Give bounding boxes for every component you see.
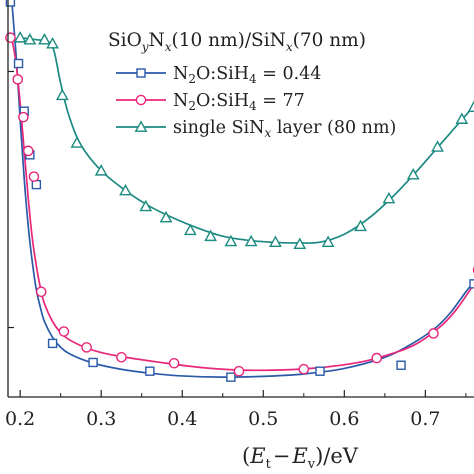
series-3-point-6 (70, 136, 84, 148)
series-1-point-1 (5, 0, 16, 7)
series-3-point-14 (244, 234, 258, 247)
series-2-point-11 (233, 365, 245, 377)
series-3-point-11 (183, 223, 197, 236)
legend-label-2: N2O:SiH4 = 77 (173, 91, 305, 113)
series-2-point-7 (58, 326, 70, 337)
series-2-point-14 (428, 328, 439, 339)
series-3-point-13 (224, 234, 238, 247)
series-3-point-12 (204, 229, 217, 242)
series-3-point-16 (293, 237, 307, 250)
legend-marker-2 (135, 94, 147, 106)
series-2-point-2 (12, 74, 24, 85)
series-1-point-2 (13, 58, 24, 69)
series-2-point-12 (298, 363, 310, 375)
series-2-point-3 (18, 111, 29, 123)
legend: SiOyNx(10 nm)/SiNx(70 nm) N2O:SiH4 = 0.44… (108, 30, 396, 140)
series-1-point-9 (226, 372, 236, 382)
series-2-point-13 (371, 352, 383, 364)
series-3-point-8 (119, 183, 132, 196)
series-3-point-21 (431, 140, 444, 152)
series-1-point-11 (396, 360, 406, 370)
series-3-point-9 (139, 199, 153, 212)
x-tick-label-6: 0.7 (410, 408, 440, 430)
series-3-point-22 (455, 112, 469, 124)
series-2-point-9 (116, 351, 127, 363)
series-2-point-8 (81, 342, 92, 353)
series-1-point-12 (469, 279, 474, 289)
series-3-point-20 (406, 168, 420, 180)
series-1-point-7 (88, 357, 98, 368)
series-3-point-17 (321, 235, 335, 248)
x-tick-label-5: 0.6 (329, 408, 359, 430)
series-2-point-5 (28, 171, 40, 182)
legend-title: SiOyNx(10 nm)/SiNx(70 nm) (108, 30, 366, 54)
series-2-point-10 (168, 357, 180, 369)
series-3-point-7 (94, 164, 108, 176)
x-tick-label-2: 0.3 (86, 408, 116, 430)
markers-layer (5, 0, 474, 382)
x-tick-label-3: 0.4 (167, 408, 197, 430)
series-3-point-3 (38, 33, 51, 45)
legend-label-1: N2O:SiH4 = 0.44 (173, 64, 321, 86)
series-2-point-1 (5, 32, 16, 44)
series-3-point-4 (46, 37, 59, 49)
series-1-point-8 (145, 366, 155, 376)
series-3-point-15 (269, 235, 282, 248)
x-tick-label-4: 0.5 (248, 408, 278, 430)
series-3-point-1 (13, 31, 27, 43)
series-1-point-10 (315, 366, 325, 376)
series-1-point-6 (47, 338, 58, 349)
series-3-point-19 (382, 191, 396, 204)
legend-marker-1 (136, 68, 146, 78)
legend-label-3: single SiNx layer (80 nm) (173, 118, 396, 140)
series-2-point-4 (22, 145, 34, 157)
series-3-point-18 (354, 219, 367, 232)
series-3-point-23 (467, 100, 474, 113)
series-3-point-5 (55, 88, 69, 101)
x-tick-label-1: 0.2 (5, 408, 35, 430)
legend-marker-3 (134, 120, 148, 132)
x-axis-title: (Et−Ev)/eV (242, 444, 359, 472)
axes-layer: 0.2 0.3 0.4 0.5 0.6 0.7 (Et−Ev)/eV (5, 0, 474, 472)
series-3-point-10 (159, 210, 173, 223)
series-2-point-6 (35, 286, 47, 298)
series-2-line (11, 39, 474, 372)
series-3-point-2 (23, 33, 37, 45)
